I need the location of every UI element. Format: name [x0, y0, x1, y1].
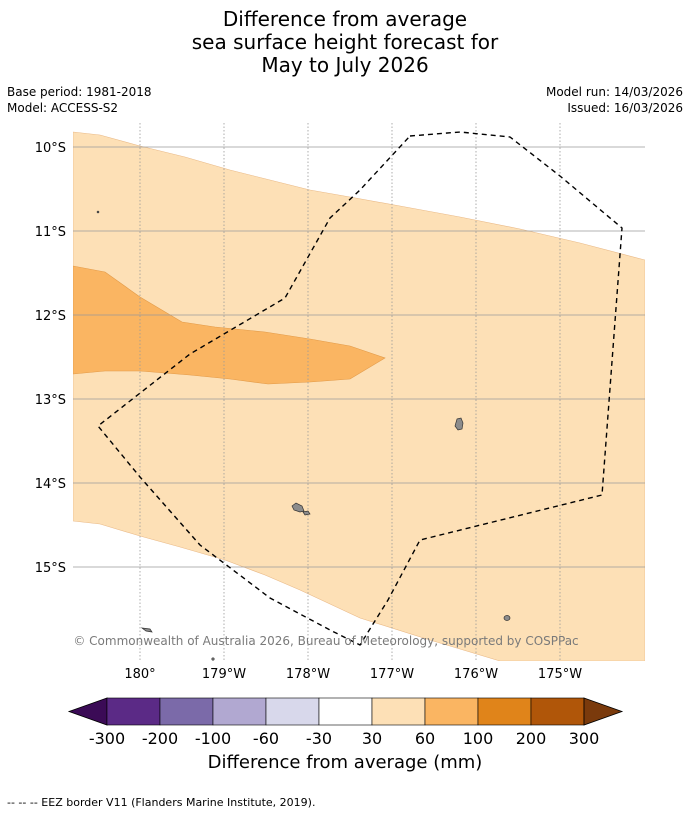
eez-legend-note: -- -- -- EEZ border V11 (Flanders Marine…: [7, 796, 316, 809]
island-south-islet: [211, 657, 215, 661]
title-line-3: May to July 2026: [261, 53, 429, 77]
run-info: Model run: 14/03/2026 Issued: 16/03/2026: [546, 84, 683, 116]
lon-label: 175°W: [538, 667, 582, 682]
colorbar-swatch: [212, 697, 267, 726]
colorbar-tick-label: 200: [515, 729, 547, 748]
graticule: [73, 123, 645, 661]
issued-date: Issued: 16/03/2026: [567, 101, 683, 115]
colorbar-swatch: [424, 697, 479, 726]
map-area: [73, 123, 645, 661]
colorbar-tick-label: 300: [568, 729, 600, 748]
longitude-labels: 180° 179°W 178°W 177°W 176°W 175°W: [124, 667, 582, 682]
colorbar: [67, 697, 624, 726]
colorbar-tick-label: -30: [305, 729, 333, 748]
colorbar-swatch: [530, 697, 585, 726]
lon-label: 176°W: [454, 667, 498, 682]
title-line-1: Difference from average: [222, 7, 468, 31]
anomaly-region-30-60: [73, 131, 645, 661]
colorbar-title: Difference from average (mm): [207, 752, 483, 773]
model-name: Model: ACCESS-S2: [7, 101, 119, 115]
colorbar-tick-label: -100: [194, 729, 232, 748]
colorbar-tick-labels: -300 -200 -100 -60 -30 30 60 100 200 300: [0, 729, 690, 749]
colorbar-swatch: [477, 697, 532, 726]
colorbar-tick-label: 100: [462, 729, 494, 748]
title-line-2: sea surface height forecast for: [191, 30, 499, 54]
colorbar-swatch: [265, 697, 320, 726]
island-south-reef: [140, 627, 153, 633]
base-period: Base period: 1981-2018: [7, 85, 152, 99]
colorbar-tick-label: 60: [414, 729, 436, 748]
island-nw-islet: [96, 210, 100, 214]
lon-label: 179°W: [202, 667, 246, 682]
copyright-note: © Commonwealth of Australia 2026, Bureau…: [73, 634, 578, 648]
island-central: [454, 417, 464, 431]
colorbar-tick-label: -200: [141, 729, 179, 748]
colorbar-tick-label: -60: [252, 729, 280, 748]
lat-label: 10°S: [35, 141, 66, 156]
eez-border: [97, 131, 623, 646]
lat-label: 15°S: [35, 561, 66, 576]
colorbar-tick-label: -300: [88, 729, 126, 748]
map-title: Difference from average sea surface heig…: [0, 8, 690, 77]
island-southwest: [291, 502, 305, 513]
colorbar-swatch: [318, 697, 373, 726]
lat-label: 14°S: [35, 477, 66, 492]
colorbar-swatch: [159, 697, 214, 726]
colorbar-under-arrow: [67, 697, 108, 726]
lon-label: 177°W: [370, 667, 414, 682]
anomaly-region-60-100: [73, 265, 386, 385]
lat-label: 12°S: [35, 309, 66, 324]
lon-label: 180°: [124, 667, 155, 682]
lat-label: 11°S: [35, 225, 66, 240]
colorbar-swatch: [106, 697, 161, 726]
island-southwest-islet: [302, 510, 311, 516]
lat-label: 13°S: [35, 393, 66, 408]
model-run: Model run: 14/03/2026: [545, 85, 683, 99]
colorbar-over-arrow: [583, 697, 624, 726]
colorbar-tick-label: 30: [361, 729, 383, 748]
island-southeast: [503, 615, 511, 621]
model-info: Base period: 1981-2018 Model: ACCESS-S2: [7, 84, 152, 116]
latitude-labels: 10°S 11°S 12°S 13°S 14°S 15°S: [35, 141, 66, 576]
lon-label: 178°W: [286, 667, 330, 682]
islands: [96, 210, 511, 661]
colorbar-swatch: [371, 697, 426, 726]
